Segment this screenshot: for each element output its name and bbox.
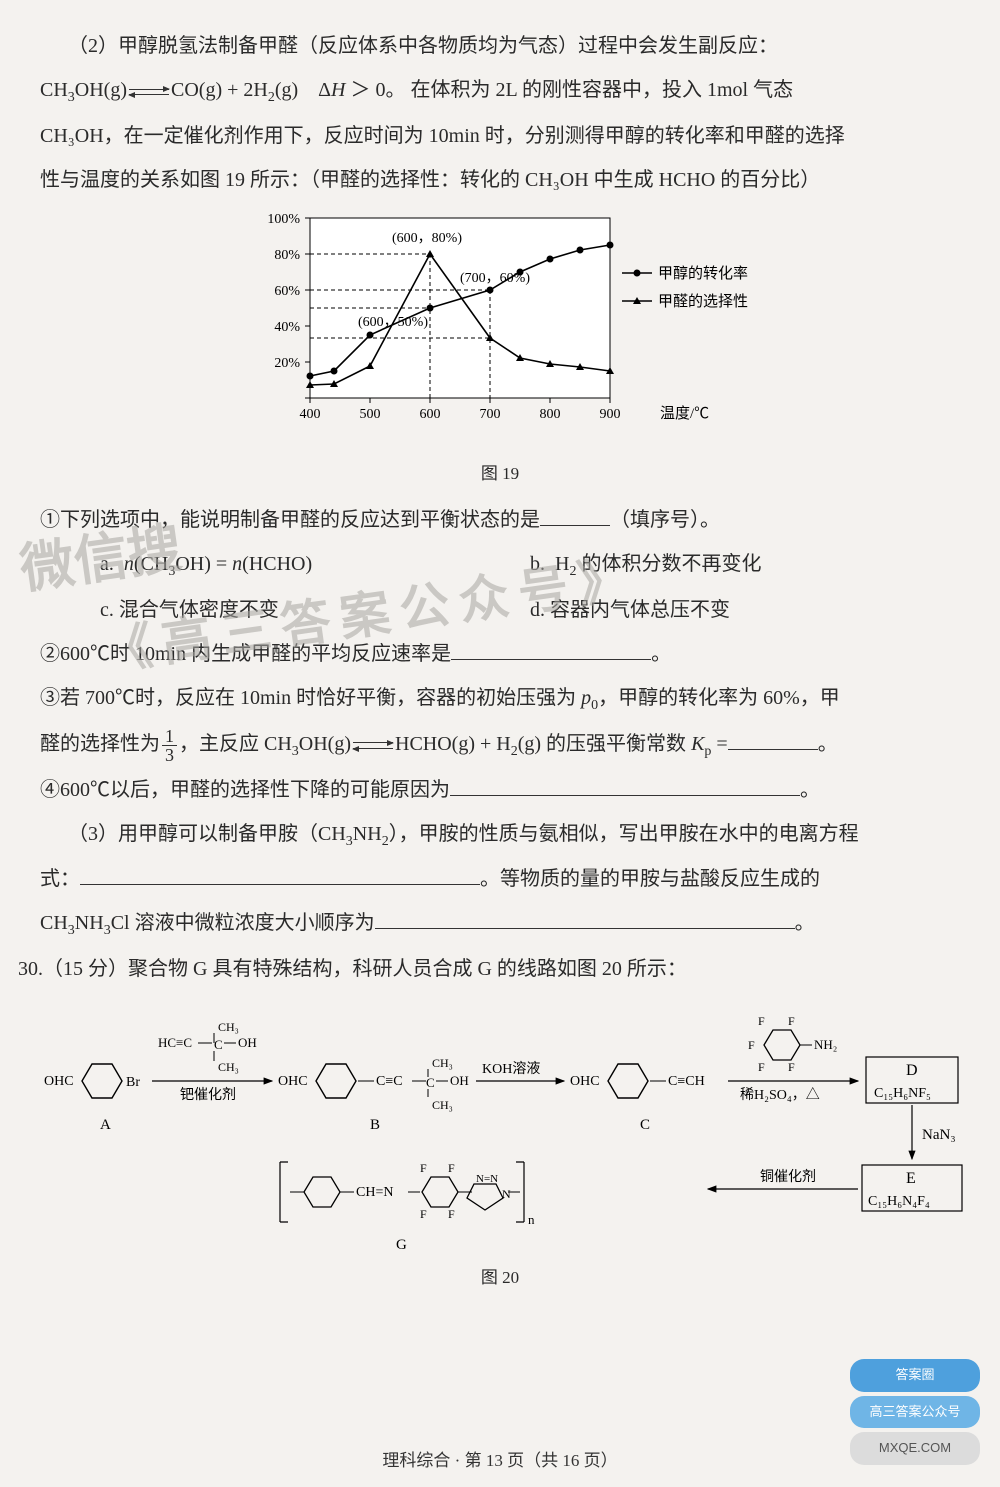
q2-line1: （2）甲醇脱氢法制备甲醛（反应体系中各物质均为气态）过程中会发生副反应： bbox=[40, 24, 960, 68]
figure-19: 20% 40% 60% 80% 100% 400 500 600 700 80 bbox=[40, 206, 960, 492]
svg-text:80%: 80% bbox=[274, 248, 300, 263]
svg-text:F: F bbox=[758, 1060, 765, 1074]
svg-text:OH: OH bbox=[450, 1073, 469, 1088]
svg-text:400: 400 bbox=[300, 407, 321, 422]
svg-text:OHC: OHC bbox=[570, 1074, 600, 1089]
svg-text:OH: OH bbox=[238, 1035, 257, 1050]
svg-text:温度/℃: 温度/℃ bbox=[660, 405, 709, 422]
item-3-line2: 醛的选择性为13，主反应 CH3OH(g)HCHO(g) + H2(g) 的压强… bbox=[40, 722, 960, 768]
svg-text:稀H₂SO₄，△: 稀H₂SO₄，△ bbox=[740, 1087, 820, 1103]
svg-text:700: 700 bbox=[480, 407, 501, 422]
svg-text:D: D bbox=[906, 1062, 918, 1079]
svg-text:CH=N: CH=N bbox=[356, 1185, 393, 1200]
svg-text:40%: 40% bbox=[274, 320, 300, 335]
q3-line1: （3）用甲醇可以制备甲胺（CH3NH2），甲胺的性质与氨相似，写出甲胺在水中的电… bbox=[40, 812, 960, 858]
svg-text:N: N bbox=[502, 1187, 511, 1201]
svg-text:E: E bbox=[906, 1170, 916, 1187]
item-3-line1: ③若 700℃时，反应在 10min 时恰好平衡，容器的初始压强为 p0，甲醇的… bbox=[40, 676, 960, 722]
item-1-options-ab: a. n(CH3OH) = n(HCHO) b. H2 的体积分数不再变化 bbox=[100, 542, 960, 588]
svg-text:OHC: OHC bbox=[44, 1074, 74, 1089]
svg-text:500: 500 bbox=[360, 407, 381, 422]
svg-text:C≡C: C≡C bbox=[376, 1074, 403, 1089]
badge-3: MXQE.COM bbox=[850, 1432, 980, 1465]
figure-19-caption: 图 19 bbox=[40, 455, 960, 492]
svg-text:OHC: OHC bbox=[278, 1074, 308, 1089]
svg-text:CH₃: CH₃ bbox=[432, 1098, 453, 1112]
svg-text:铜催化剂: 铜催化剂 bbox=[760, 1169, 816, 1185]
q2-line3: CH₃OH，在一定催化剂作用下，反应时间为 10min 时，分别测得甲醇的转化率… bbox=[40, 114, 960, 158]
svg-text:B: B bbox=[370, 1117, 380, 1133]
q30-stem: 30.（15 分）聚合物 G 具有特殊结构，科研人员合成 G 的线路如图 20 … bbox=[18, 947, 960, 991]
item-1-options-cd: c. 混合气体密度不变 d. 容器内气体总压不变 bbox=[100, 588, 960, 632]
svg-text:60%: 60% bbox=[274, 284, 300, 299]
svg-text:F: F bbox=[788, 1060, 795, 1074]
svg-text:F: F bbox=[420, 1161, 427, 1175]
svg-text:20%: 20% bbox=[274, 356, 300, 371]
badge-group: 答案圈 高三答案公众号 MXQE.COM bbox=[850, 1359, 980, 1469]
svg-text:800: 800 bbox=[540, 407, 561, 422]
svg-text:F: F bbox=[758, 1014, 765, 1028]
svg-text:C₁₅H₆NF₅: C₁₅H₆NF₅ bbox=[874, 1086, 931, 1101]
svg-text:C: C bbox=[214, 1037, 223, 1052]
svg-text:CH₃: CH₃ bbox=[218, 1060, 239, 1074]
svg-text:F: F bbox=[448, 1207, 455, 1221]
svg-text:C₁₅H₆N₄F₄: C₁₅H₆N₄F₄ bbox=[868, 1194, 930, 1209]
figure-20-caption: 图 20 bbox=[40, 1259, 960, 1296]
svg-text:(700，60%): (700，60%) bbox=[460, 271, 530, 286]
svg-text:(600，50%): (600，50%) bbox=[358, 315, 428, 330]
svg-text:C≡CH: C≡CH bbox=[668, 1074, 705, 1089]
q3-line3: CH3NH3Cl 溶液中微粒浓度大小顺序为。 bbox=[40, 901, 960, 947]
svg-text:CH₃: CH₃ bbox=[432, 1056, 453, 1070]
svg-text:NH₂: NH₂ bbox=[814, 1037, 837, 1052]
svg-text:n: n bbox=[528, 1212, 535, 1227]
badge-1: 答案圈 bbox=[850, 1359, 980, 1392]
svg-text:(600，80%): (600，80%) bbox=[392, 231, 462, 246]
svg-text:G: G bbox=[396, 1237, 407, 1253]
opt-d: d. 容器内气体总压不变 bbox=[530, 588, 960, 632]
svg-text:N=N: N=N bbox=[476, 1173, 498, 1185]
svg-text:F: F bbox=[748, 1038, 755, 1052]
svg-text:C: C bbox=[426, 1075, 435, 1090]
svg-text:C: C bbox=[640, 1117, 650, 1133]
opt-c: c. 混合气体密度不变 bbox=[100, 588, 530, 632]
item-4: ④600℃以后，甲醛的选择性下降的可能原因为。 bbox=[40, 768, 960, 812]
q2-line2: CH3OH(g)CO(g) + 2H2(g) ΔH ＞ 0。 在体积为 2L 的… bbox=[40, 68, 960, 114]
svg-text:600: 600 bbox=[420, 407, 441, 422]
svg-text:钯催化剂: 钯催化剂 bbox=[180, 1087, 236, 1103]
item-2: ②600℃时 10min 内生成甲醛的平均反应速率是。 bbox=[40, 632, 960, 676]
svg-text:CH₃: CH₃ bbox=[218, 1020, 239, 1034]
q2-line4: 性与温度的关系如图 19 所示：（甲醛的选择性：转化的 CH₃OH 中生成 HC… bbox=[40, 158, 960, 202]
svg-text:Br: Br bbox=[126, 1075, 140, 1090]
svg-text:100%: 100% bbox=[267, 212, 300, 227]
svg-text:甲醛的选择性: 甲醛的选择性 bbox=[658, 293, 748, 310]
opt-b: b. H2 的体积分数不再变化 bbox=[530, 542, 960, 588]
svg-text:900: 900 bbox=[600, 407, 621, 422]
q3-line2: 式：。等物质的量的甲胺与盐酸反应生成的 bbox=[40, 857, 960, 901]
svg-text:F: F bbox=[420, 1207, 427, 1221]
badge-2: 高三答案公众号 bbox=[850, 1396, 980, 1429]
svg-text:甲醇的转化率: 甲醇的转化率 bbox=[658, 265, 748, 282]
figure-20: OHC Br A HC≡C CH₃ C OH CH₃ 钯催化剂 OHC C≡C … bbox=[40, 999, 970, 1259]
item-1: ①下列选项中，能说明制备甲醛的反应达到平衡状态的是（填序号）。 bbox=[40, 498, 960, 542]
opt-a: a. n(CH3OH) = n(HCHO) bbox=[100, 542, 530, 588]
svg-text:F: F bbox=[448, 1161, 455, 1175]
svg-text:HC≡C: HC≡C bbox=[158, 1035, 192, 1050]
svg-text:NaN₃: NaN₃ bbox=[922, 1127, 956, 1143]
svg-text:A: A bbox=[100, 1117, 111, 1133]
svg-text:F: F bbox=[788, 1014, 795, 1028]
svg-text:KOH溶液: KOH溶液 bbox=[482, 1061, 540, 1077]
